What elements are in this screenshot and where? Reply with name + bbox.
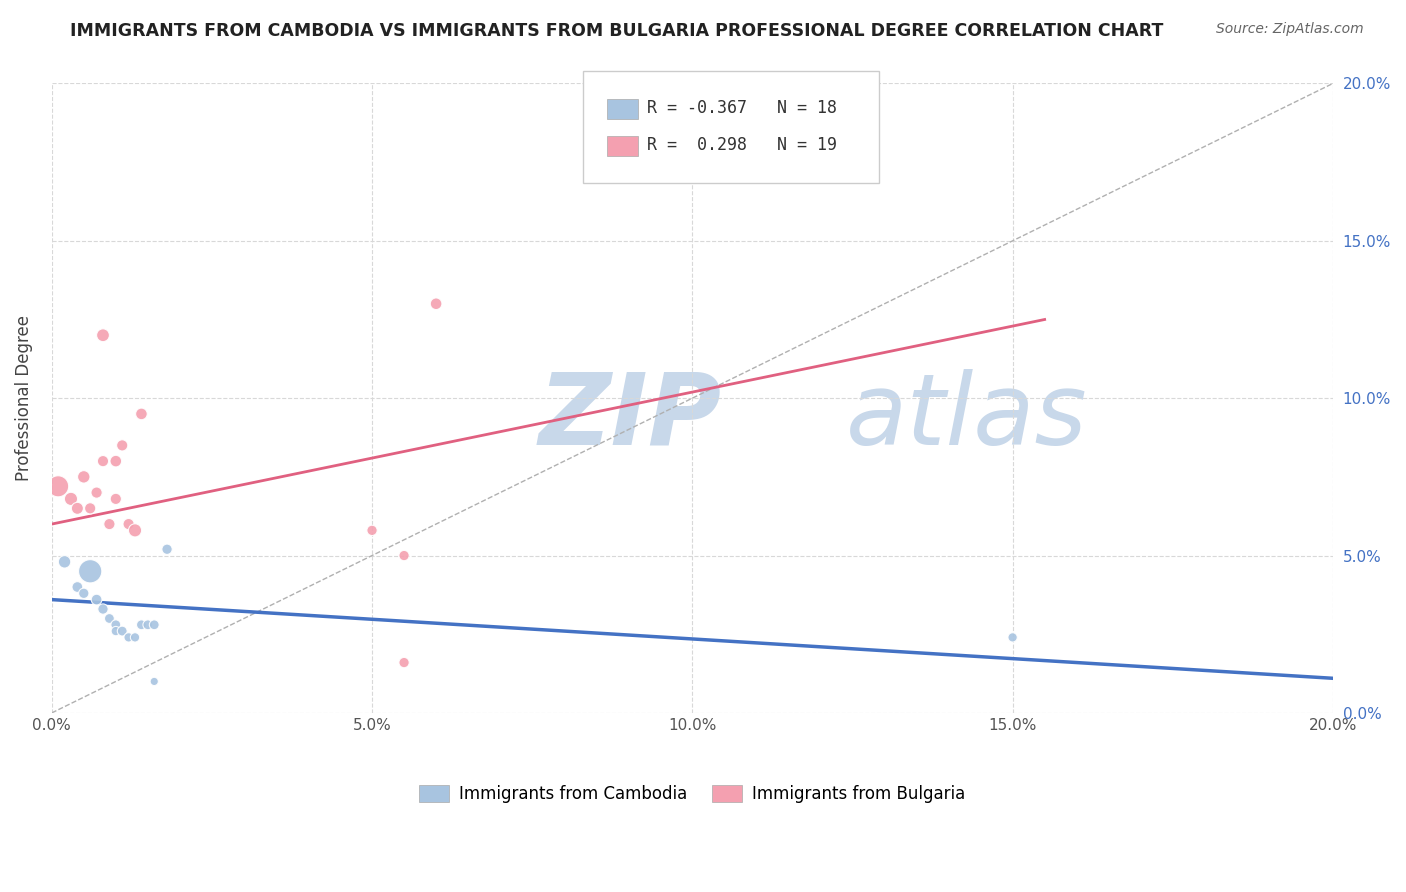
Point	[86, 485, 108, 500]
Point	[66, 580, 89, 594]
Point	[91, 328, 114, 343]
Point	[98, 611, 121, 625]
Text: Source: ZipAtlas.com: Source: ZipAtlas.com	[1216, 22, 1364, 37]
Point	[79, 564, 101, 578]
Point	[73, 470, 96, 484]
Text: R =  0.298   N = 19: R = 0.298 N = 19	[647, 136, 837, 154]
Point	[86, 592, 108, 607]
Point	[392, 549, 415, 563]
Point	[104, 491, 127, 506]
Point	[59, 491, 82, 506]
Legend: Immigrants from Cambodia, Immigrants from Bulgaria: Immigrants from Cambodia, Immigrants fro…	[412, 778, 972, 809]
Y-axis label: Professional Degree: Professional Degree	[15, 315, 32, 481]
Point	[111, 624, 134, 638]
Point	[53, 555, 76, 569]
Point	[136, 617, 159, 632]
Point	[79, 501, 101, 516]
Point	[131, 407, 153, 421]
Point	[104, 624, 127, 638]
Point	[91, 454, 114, 468]
Point	[104, 617, 127, 632]
Point	[392, 656, 415, 670]
Point	[98, 517, 121, 532]
Point	[66, 501, 89, 516]
Point	[143, 674, 166, 689]
Point	[124, 631, 146, 645]
Point	[111, 438, 134, 452]
Point	[117, 631, 139, 645]
Point	[1001, 631, 1024, 645]
Point	[131, 617, 153, 632]
Point	[425, 297, 447, 311]
Point	[104, 454, 127, 468]
Point	[117, 517, 139, 532]
Text: R = -0.367   N = 18: R = -0.367 N = 18	[647, 99, 837, 117]
Point	[91, 602, 114, 616]
Text: IMMIGRANTS FROM CAMBODIA VS IMMIGRANTS FROM BULGARIA PROFESSIONAL DEGREE CORRELA: IMMIGRANTS FROM CAMBODIA VS IMMIGRANTS F…	[70, 22, 1164, 40]
Point	[156, 542, 179, 557]
Point	[73, 586, 96, 600]
Point	[143, 617, 166, 632]
Point	[124, 524, 146, 538]
Point	[361, 524, 384, 538]
Text: ZIP: ZIP	[538, 368, 721, 466]
Point	[46, 479, 69, 493]
Text: atlas: atlas	[846, 368, 1088, 466]
